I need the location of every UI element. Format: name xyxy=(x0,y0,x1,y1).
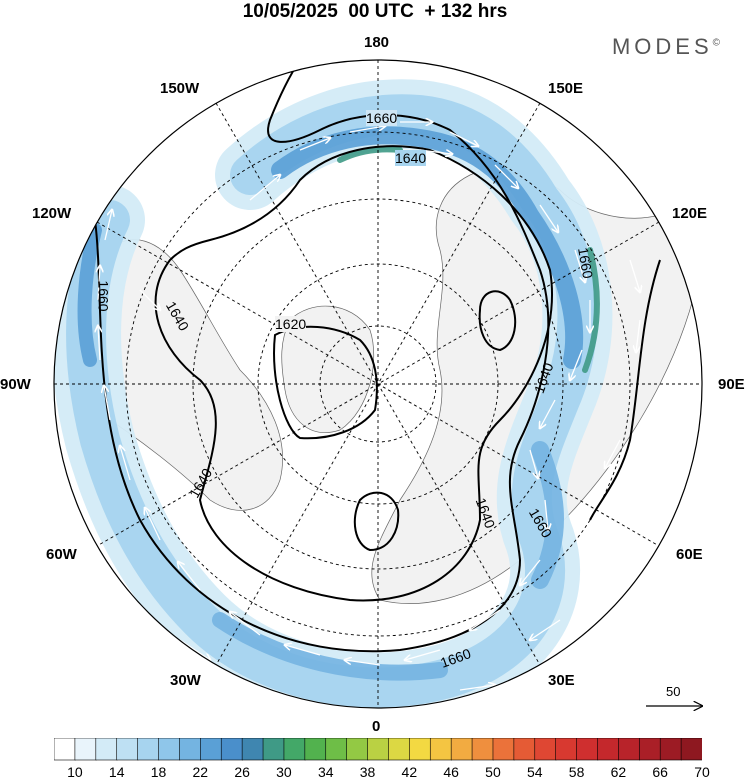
contour-label: 1660 xyxy=(366,110,398,126)
colorbar-swatch xyxy=(659,738,682,761)
lon-label-180: 180 xyxy=(364,34,390,51)
lon-label-30w: 30W xyxy=(170,672,201,689)
colorbar-swatch xyxy=(555,738,578,761)
lon-label-30e: 30E xyxy=(548,672,575,689)
colorbar-tick-label: 26 xyxy=(234,764,250,780)
brand-logo: MODES© xyxy=(611,34,724,59)
height-contours xyxy=(94,60,661,653)
lon-label-60e: 60E xyxy=(676,546,703,563)
lon-label-60w: 60W xyxy=(46,546,77,563)
colorbar-swatch xyxy=(241,738,264,761)
colorbar-swatch xyxy=(158,738,181,761)
colorbar-tick-label: 50 xyxy=(485,764,501,780)
contour-1620 xyxy=(273,325,378,440)
contour-1660-east xyxy=(589,259,661,521)
colorbar-swatch xyxy=(638,738,661,761)
colorbar-tick-label: 42 xyxy=(401,764,418,780)
graticule xyxy=(54,60,702,708)
lon-label-120e: 120E xyxy=(672,205,708,222)
contour-label: 1620 xyxy=(275,316,307,332)
colorbar-swatch xyxy=(409,738,432,761)
colorbar-swatch xyxy=(513,738,536,761)
colorbar-swatch xyxy=(200,738,223,761)
reference-arrow-icon xyxy=(646,684,706,714)
colorbar-tick-label: 54 xyxy=(526,764,543,780)
lon-label-90w: 90W xyxy=(0,376,31,393)
colorbar-swatch xyxy=(471,738,494,761)
lon-label-150e: 150E xyxy=(548,80,584,97)
colorbar-swatch xyxy=(179,738,202,761)
map-boundary xyxy=(53,59,703,709)
contour-1640-europe xyxy=(353,491,400,552)
colorbar-tick-label: 14 xyxy=(108,764,125,780)
contour-1640-pacific xyxy=(478,290,517,352)
colorbar-swatch xyxy=(220,738,243,761)
colorbar-labels: 10 14 18 22 26 30 34 38 42 46 50 54 58 62 66 70 xyxy=(0,764,750,782)
colorbar-swatch xyxy=(597,738,620,761)
contour-label: 1640 xyxy=(395,150,427,166)
colorbar-tick-label: 18 xyxy=(150,764,167,780)
colorbar-swatch xyxy=(325,738,348,761)
contour-1660 xyxy=(94,60,550,653)
colorbar-swatch xyxy=(534,738,557,761)
reference-vector-label: 50 xyxy=(666,684,681,699)
wind-speed-shading xyxy=(54,79,613,708)
colorbar-swatch xyxy=(95,738,118,761)
colorbar-swatch xyxy=(74,738,97,761)
colorbar-swatch xyxy=(262,738,285,761)
colorbar-swatch xyxy=(54,738,76,761)
colorbar-swatch xyxy=(304,738,327,761)
colorbar-tick-label: 38 xyxy=(359,764,376,780)
contour-label: 1660 xyxy=(95,280,112,312)
colorbar-tick-label: 58 xyxy=(568,764,585,780)
greenland-land xyxy=(281,305,375,433)
map-title: 10/05/2025 00 UTC + 132 hrs xyxy=(242,1,508,22)
colorbar-swatch xyxy=(137,738,160,761)
lon-label-90e: 90E xyxy=(718,376,745,393)
colorbar-swatch xyxy=(618,738,641,761)
colorbar-swatch xyxy=(576,738,599,761)
reference-vector: 50 xyxy=(644,684,706,714)
lon-label-0: 0 xyxy=(372,718,381,735)
colorbar-tick-label: 22 xyxy=(192,764,209,780)
colorbar-swatch xyxy=(116,738,139,761)
colorbar-swatch xyxy=(283,738,306,761)
colorbar-tick-label: 46 xyxy=(443,764,459,780)
colorbar-tick-label: 30 xyxy=(276,764,292,780)
colorbar-tick-label: 62 xyxy=(610,764,627,780)
colorbar-tick-label: 10 xyxy=(67,764,83,780)
colorbar xyxy=(54,738,702,761)
colorbar-swatch xyxy=(492,738,515,761)
colorbar-swatch xyxy=(346,738,369,761)
colorbar-tick-label: 70 xyxy=(694,764,710,780)
lon-label-150w: 150W xyxy=(160,80,200,97)
contour-1640 xyxy=(154,145,553,602)
wind-vectors xyxy=(98,122,640,691)
colorbar-swatch xyxy=(367,738,390,761)
colorbar-swatch xyxy=(388,738,411,761)
colorbar-swatch xyxy=(429,738,452,761)
colorbar-swatch xyxy=(680,738,702,761)
lon-label-120w: 120W xyxy=(32,205,72,222)
colorbar-swatch xyxy=(450,738,473,761)
colorbar-tick-label: 34 xyxy=(317,764,334,780)
colorbar-tick-label: 66 xyxy=(652,764,668,780)
